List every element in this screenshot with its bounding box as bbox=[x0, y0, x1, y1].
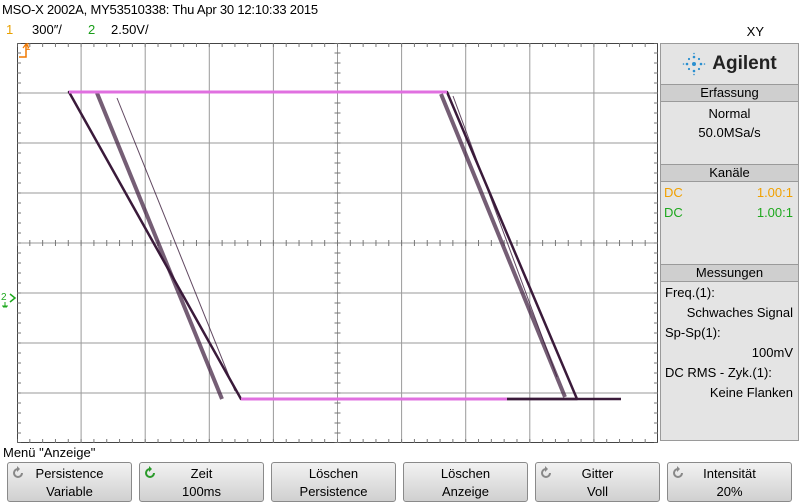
channel-2-coupling: DC bbox=[664, 205, 683, 220]
measurement-freq-label: Freq.(1): bbox=[665, 285, 715, 300]
window-title: MSO-X 2002A, MY53510338: Thu Apr 30 12:1… bbox=[2, 2, 318, 17]
channel-1-probe-ratio: 1.00:1 bbox=[756, 185, 793, 200]
ch2-ground-marker[interactable]: 2 bbox=[1, 290, 17, 308]
display-mode: XY bbox=[746, 24, 764, 39]
ch1-ground-marker[interactable]: 1 bbox=[17, 42, 31, 59]
softkey-persistence-line2: Variable bbox=[46, 484, 93, 499]
falling-edge bbox=[95, 92, 224, 400]
xy-trace bbox=[67, 90, 621, 401]
softkey-clear-persistence-line2: Persistence bbox=[299, 484, 368, 499]
rotate-icon bbox=[541, 466, 551, 478]
brand-logo: Agilent bbox=[661, 44, 798, 84]
softkey-time-line2: 100ms bbox=[181, 484, 222, 499]
softkey-persistence-line1: Persistence bbox=[35, 466, 104, 481]
brand-name: Agilent bbox=[712, 53, 777, 74]
measurements-header: Messungen bbox=[661, 264, 798, 282]
softkey-grid-line2: Voll bbox=[587, 484, 608, 499]
softkey-grid-line1: Gitter bbox=[581, 466, 614, 481]
softkey-grid[interactable]: Gitter Voll bbox=[535, 462, 660, 502]
channel-1-coupling: DC bbox=[664, 185, 683, 200]
xy-plot bbox=[17, 43, 658, 443]
softkey-time-line1: Zeit bbox=[190, 466, 213, 481]
agilent-spark-icon bbox=[682, 52, 706, 76]
ch1-ground-label: 1 bbox=[25, 42, 31, 53]
acquisition-header: Erfassung bbox=[661, 84, 798, 102]
ch2-ground-label: 2 bbox=[1, 292, 7, 303]
channel-1-number[interactable]: 1 bbox=[6, 22, 14, 37]
menu-title: Menü "Anzeige" bbox=[3, 445, 96, 460]
softkey-clear-display-line2: Anzeige bbox=[442, 484, 489, 499]
rotate-icon bbox=[13, 466, 23, 478]
rising-edge bbox=[439, 93, 567, 398]
channel-2-number[interactable]: 2 bbox=[88, 22, 96, 37]
acquisition-mode: Normal bbox=[708, 106, 751, 121]
softkey-time[interactable]: Zeit 100ms bbox=[139, 462, 264, 502]
graticule bbox=[17, 43, 658, 443]
info-panel: Agilent Erfassung Normal 50.0MSa/s Kanäl… bbox=[660, 43, 799, 441]
measurement-freq-value: Schwaches Signal bbox=[686, 305, 793, 320]
measurement-pkpk-value: 100mV bbox=[751, 345, 793, 360]
softkey-persistence[interactable]: Persistence Variable bbox=[7, 462, 132, 502]
softkey-clear-persistence[interactable]: Löschen Persistence bbox=[271, 462, 396, 502]
channel-1-scale[interactable]: 300″/ bbox=[32, 22, 62, 37]
acquisition-rate: 50.0MSa/s bbox=[698, 125, 761, 140]
softkey-intensity-line2: 20% bbox=[716, 484, 743, 499]
waveform-display bbox=[17, 43, 658, 443]
softkey-clear-display[interactable]: Löschen Anzeige bbox=[403, 462, 528, 502]
measurement-pkpk-label: Sp-Sp(1): bbox=[665, 325, 721, 340]
softkey-clear-persistence-line1: Löschen bbox=[308, 466, 359, 481]
channels-header: Kanäle bbox=[661, 164, 798, 182]
softkey-intensity-line1: Intensität bbox=[703, 466, 756, 481]
rotate-icon bbox=[673, 466, 683, 478]
rotate-icon bbox=[145, 466, 155, 478]
channel-2-scale[interactable]: 2.50V/ bbox=[111, 22, 149, 37]
channel-2-probe-ratio: 1.00:1 bbox=[756, 205, 793, 220]
measurement-dcrms-value: Keine Flanken bbox=[709, 385, 793, 400]
softkey-intensity[interactable]: Intensität 20% bbox=[667, 462, 792, 502]
measurement-dcrms-label: DC RMS - Zyk.(1): bbox=[665, 365, 772, 380]
softkey-clear-display-line1: Löschen bbox=[440, 466, 491, 481]
